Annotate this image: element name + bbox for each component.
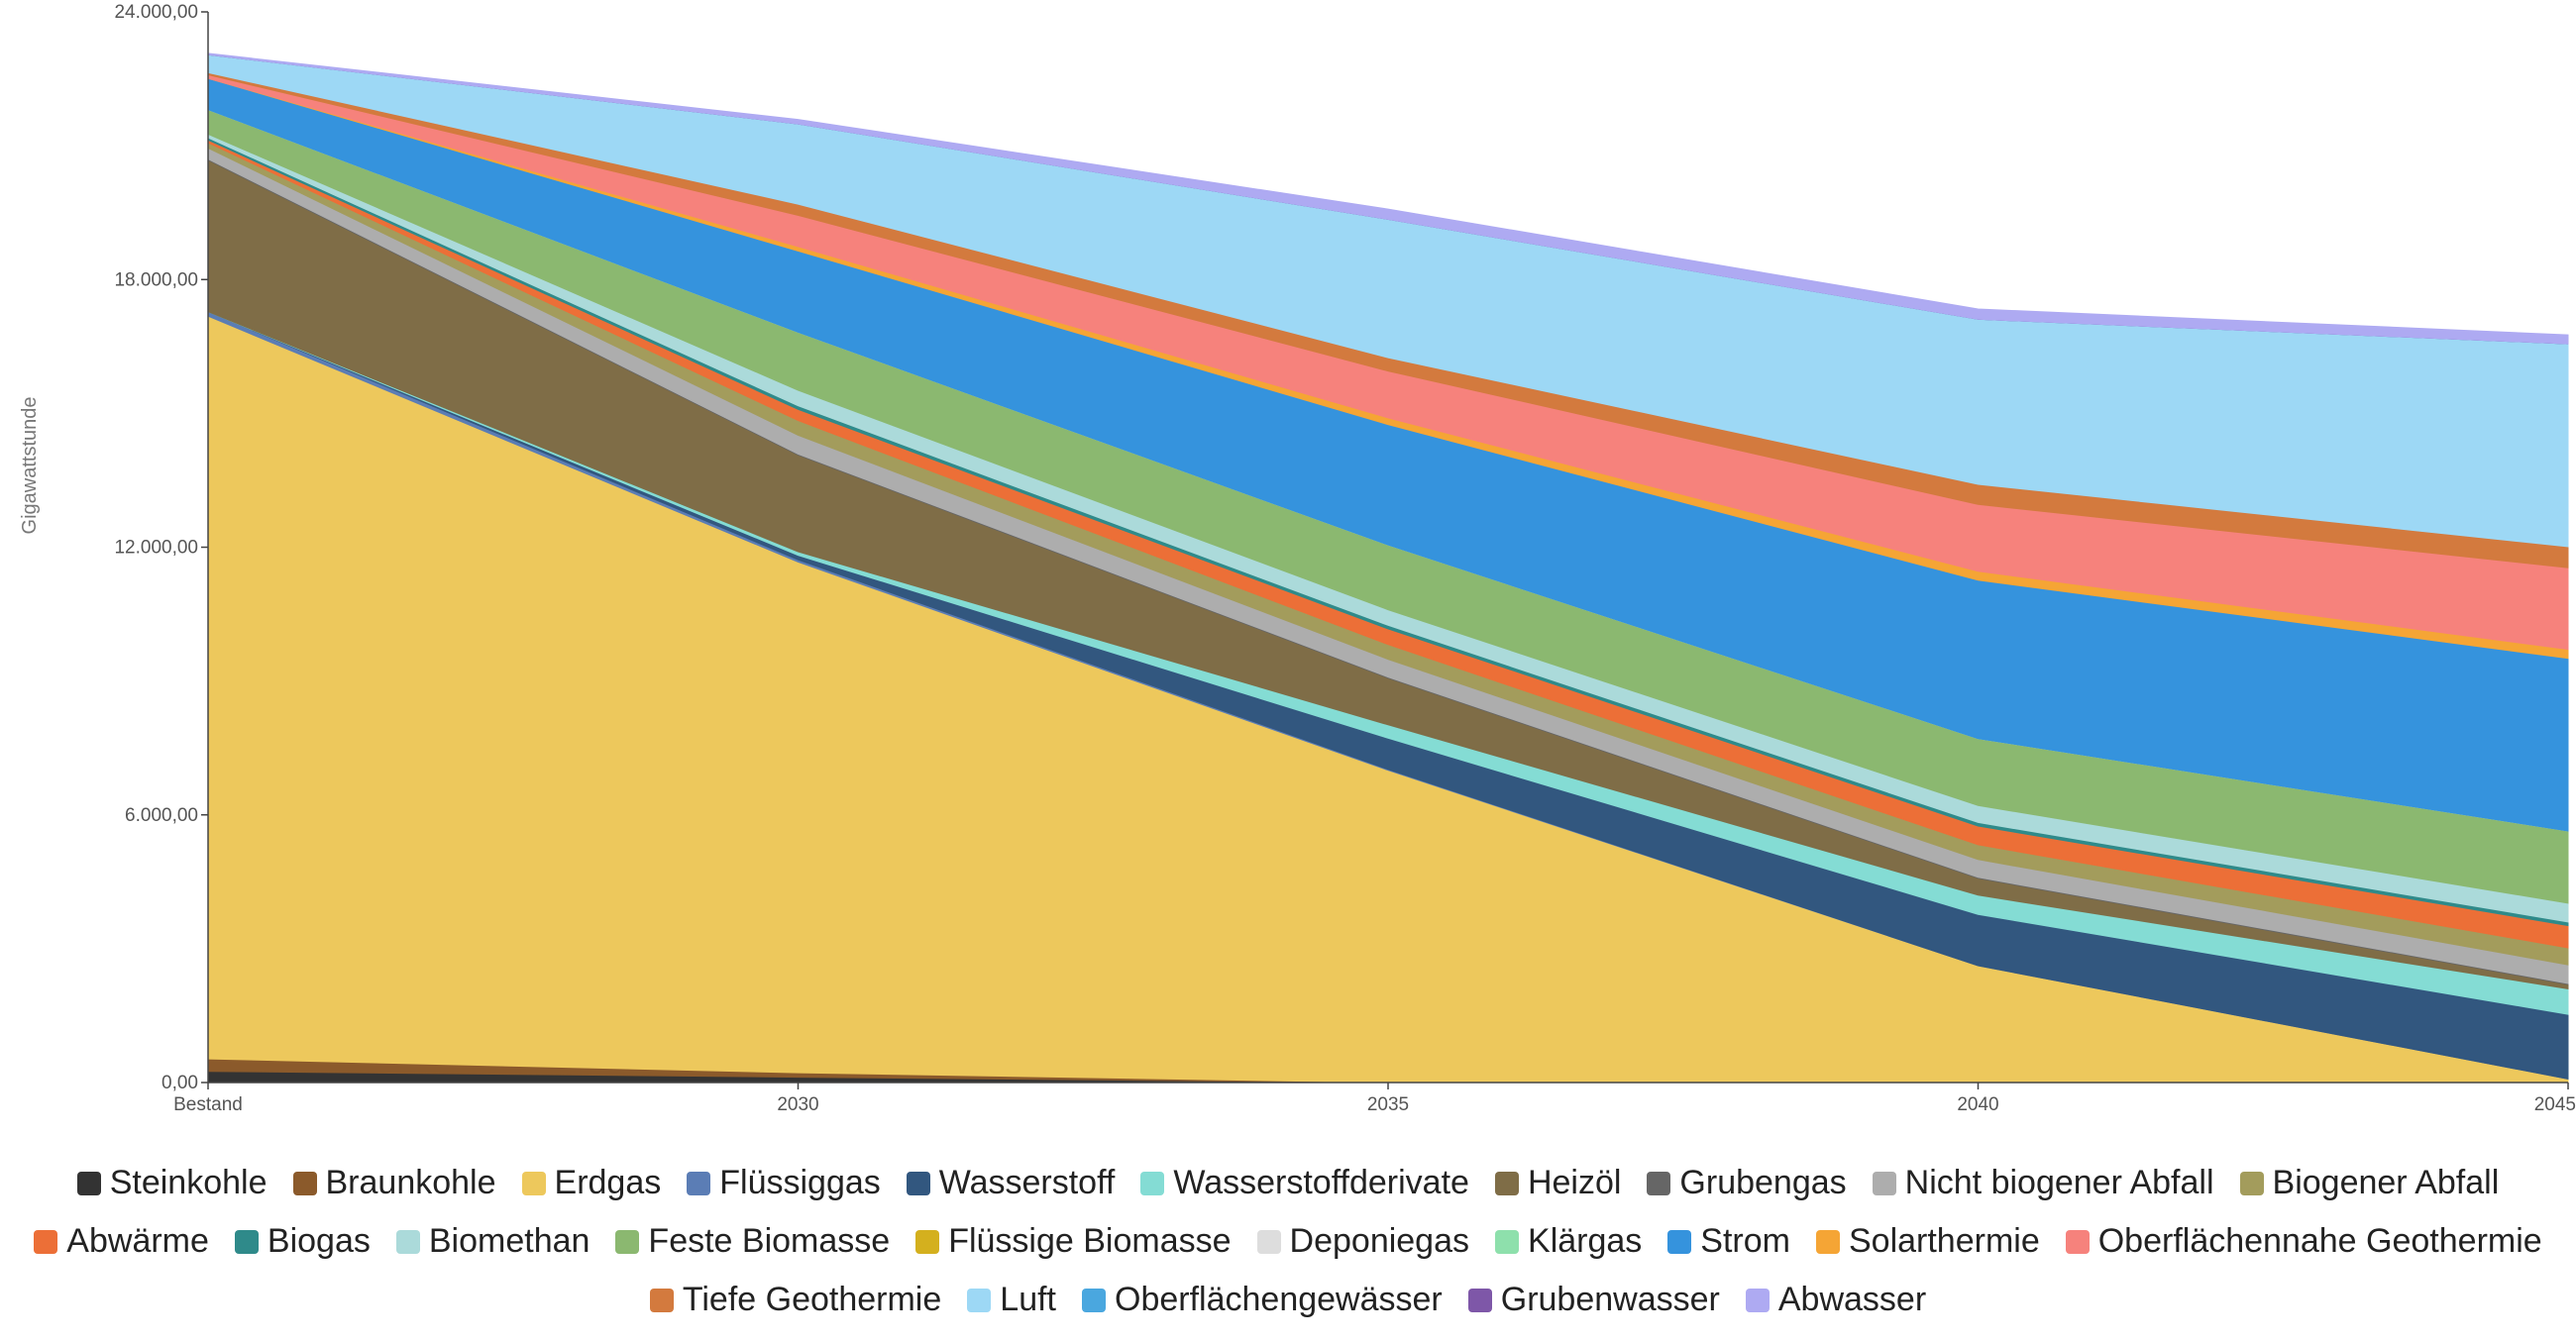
legend-swatch (687, 1171, 711, 1195)
chart-legend: Steinkohle Braunkohle Erdgas Flüssiggas Wass… (0, 1164, 2576, 1319)
y-tick-label: 6.000,00 (125, 805, 198, 826)
legend-label: Oberflächengewässer (1115, 1281, 1443, 1318)
legend-item[interactable]: Deponiegas (1256, 1222, 1470, 1261)
legend-label: Grubenwasser (1500, 1281, 1720, 1318)
y-tick-label: 0,00 (161, 1073, 198, 1093)
legend-label: Flüssiggas (719, 1164, 881, 1201)
legend-row: Steinkohle Braunkohle Erdgas Flüssiggas Wass… (76, 1164, 2500, 1202)
x-tick-label: 2040 (1957, 1094, 1998, 1115)
legend-item[interactable]: Oberflächennahe Geothermie (2065, 1222, 2542, 1261)
legend-label: Feste Biomasse (648, 1222, 891, 1260)
legend-swatch (1815, 1229, 1840, 1254)
legend-swatch (234, 1229, 259, 1254)
legend-label: Biomethan (428, 1222, 590, 1260)
x-tick-label: Bestand (173, 1094, 243, 1115)
x-tick-label: 2035 (1367, 1094, 1409, 1115)
legend-item[interactable]: Abwasser (1745, 1281, 1927, 1319)
y-tick-label: 12.000,00 (114, 538, 198, 559)
legend-swatch (1745, 1288, 1770, 1312)
legend-label: Grubengas (1679, 1164, 1847, 1201)
legend-label: Biogas (267, 1222, 371, 1260)
legend-label: Luft (1000, 1281, 1056, 1318)
legend-item[interactable]: Heizöl (1494, 1164, 1622, 1202)
legend-swatch (1872, 1171, 1896, 1195)
legend-label: Steinkohle (109, 1164, 268, 1201)
legend-swatch (1667, 1229, 1692, 1254)
legend-item[interactable]: Biogas (234, 1222, 371, 1261)
legend-swatch (1494, 1171, 1519, 1195)
x-tick-label: 2030 (777, 1094, 818, 1115)
legend-label: Erdgas (554, 1164, 662, 1201)
legend-swatch (292, 1171, 317, 1195)
legend-swatch (906, 1171, 930, 1195)
legend-item[interactable]: Nicht biogener Abfall (1872, 1164, 2214, 1202)
legend-swatch (967, 1288, 992, 1312)
tick-layer: 0,00 6.000,00 12.000,00 18.000,00 24.000,00 B… (114, 2, 2576, 1115)
legend-item[interactable]: Grubengas (1647, 1164, 1847, 1202)
legend-label: Abwasser (1777, 1281, 1927, 1318)
legend-item[interactable]: Biomethan (395, 1222, 590, 1261)
y-tick-label: 24.000,00 (114, 2, 198, 23)
legend-swatch (915, 1229, 940, 1254)
legend-item[interactable]: Abwärme (34, 1222, 209, 1261)
legend-label: Abwärme (66, 1222, 209, 1260)
legend-label: Oberflächennahe Geothermie (2097, 1222, 2542, 1260)
x-tick-label: 2045 (2534, 1094, 2576, 1115)
legend-swatch (1467, 1288, 1492, 1312)
legend-label: Deponiegas (1289, 1222, 1470, 1260)
legend-label: Nicht biogener Abfall (1904, 1164, 2214, 1201)
legend-swatch (1082, 1288, 1106, 1312)
legend-label: Braunkohle (325, 1164, 496, 1201)
legend-item[interactable]: Solarthermie (1815, 1222, 2040, 1261)
legend-item[interactable]: Erdgas (521, 1164, 662, 1202)
legend-swatch (1495, 1229, 1520, 1254)
legend-item[interactable]: Flüssiggas (687, 1164, 881, 1202)
legend-item[interactable]: Wasserstoffderivate (1140, 1164, 1469, 1202)
legend-item[interactable]: Steinkohle (76, 1164, 268, 1202)
legend-item[interactable]: Oberflächengewässer (1082, 1281, 1443, 1319)
legend-item[interactable]: Luft (967, 1281, 1056, 1319)
area-abwasser[interactable] (207, 52, 2569, 345)
y-axis-title: Gigawattstunde (19, 397, 41, 535)
legend-row: Tiefe Geothermie Luft Oberflächengewässer G… (649, 1281, 1927, 1319)
legend-swatch (34, 1229, 58, 1254)
legend-label: Solarthermie (1848, 1222, 2040, 1260)
legend-item[interactable]: Strom (1667, 1222, 1790, 1261)
legend-swatch (649, 1288, 674, 1312)
legend-item[interactable]: Feste Biomasse (615, 1222, 890, 1261)
legend-item[interactable]: Braunkohle (292, 1164, 496, 1202)
y-tick-label: 18.000,00 (114, 269, 198, 290)
legend-swatch (1256, 1229, 1281, 1254)
legend-item[interactable]: Wasserstoff (906, 1164, 1116, 1202)
legend-swatch (2239, 1171, 2264, 1195)
legend-label: Heizöl (1527, 1164, 1622, 1201)
legend-swatch (615, 1229, 640, 1254)
legend-label: Flüssige Biomasse (948, 1222, 1232, 1260)
area-layer (207, 52, 2569, 1084)
legend-label: Biogener Abfall (2272, 1164, 2500, 1201)
legend-row: Abwärme Biogas Biomethan Feste Biomasse Flüs… (34, 1222, 2542, 1261)
legend-swatch (76, 1171, 101, 1195)
legend-item[interactable]: Flüssige Biomasse (915, 1222, 1232, 1261)
legend-item[interactable]: Tiefe Geothermie (649, 1281, 942, 1319)
legend-label: Wasserstoff (938, 1164, 1116, 1201)
legend-swatch (395, 1229, 420, 1254)
legend-swatch (1647, 1171, 1671, 1195)
legend-label: Klärgas (1528, 1222, 1643, 1260)
legend-swatch (2065, 1229, 2090, 1254)
legend-swatch (1140, 1171, 1165, 1195)
legend-item[interactable]: Biogener Abfall (2239, 1164, 2500, 1202)
legend-swatch (521, 1171, 546, 1195)
legend-label: Wasserstoffderivate (1173, 1164, 1469, 1201)
legend-label: Strom (1700, 1222, 1790, 1260)
legend-item[interactable]: Grubenwasser (1467, 1281, 1720, 1319)
legend-label: Tiefe Geothermie (682, 1281, 942, 1318)
legend-item[interactable]: Klärgas (1495, 1222, 1642, 1261)
